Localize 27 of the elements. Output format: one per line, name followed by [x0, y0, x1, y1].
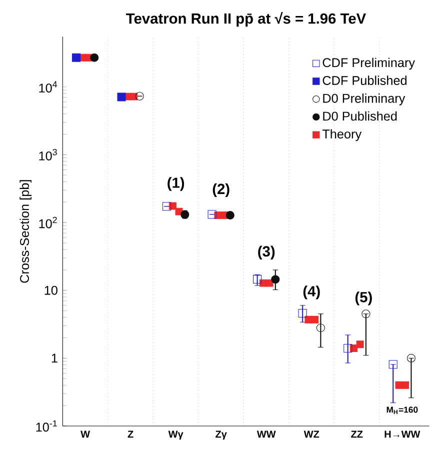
legend-label: D0 Preliminary: [323, 94, 406, 106]
x-tick-label: WW: [256, 430, 276, 438]
y-tick-label: 10$^{2}$: [39, 216, 57, 228]
x-tick-label: WZ: [304, 430, 320, 438]
annotation: (4): [303, 286, 320, 300]
legend-label: D0 Published: [323, 111, 397, 121]
annotation: (1): [168, 177, 184, 191]
y-tick-label: 10$^{4}$: [39, 81, 58, 93]
y-tick-label: 1: [52, 354, 58, 363]
legend-label: CDF Preliminary: [322, 58, 415, 70]
legend-label: Theory: [322, 129, 362, 142]
legend-label: CDF Published: [322, 76, 406, 85]
annotation: (3): [258, 246, 275, 260]
x-tick-label: Zγ: [216, 430, 227, 440]
x-tick-label: H→WW: [384, 430, 420, 438]
x-tick-label: ZZ: [351, 430, 363, 438]
annotation: (2): [212, 183, 230, 197]
y-axis-title: Cross-Section [pb]: [20, 180, 32, 283]
y-tick-label: 10$^{3}$: [39, 149, 57, 160]
x-tick-label: Z: [128, 430, 134, 438]
x-tick-label: W: [80, 430, 90, 438]
chart-title: Tevatron Run II pp̄ at √s = 1.96 TeV: [126, 12, 366, 27]
y-tick-label: 10: [44, 286, 58, 295]
annotation: (5): [355, 292, 372, 306]
y-tick-label: 10$^{-1}$: [36, 420, 57, 432]
x-tick-label: Wγ: [168, 430, 184, 440]
annotation: M$_{H}$=160: [386, 406, 418, 414]
